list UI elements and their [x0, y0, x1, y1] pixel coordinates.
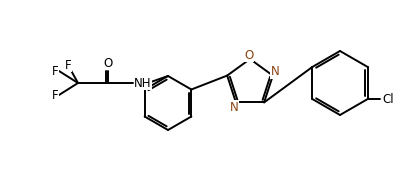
Text: F: F: [52, 88, 59, 101]
Text: O: O: [244, 49, 254, 62]
Text: F: F: [52, 65, 59, 78]
Text: F: F: [65, 58, 71, 71]
Text: O: O: [103, 57, 112, 70]
Text: Cl: Cl: [382, 92, 393, 105]
Text: NH: NH: [134, 77, 152, 90]
Text: N: N: [229, 101, 238, 114]
Text: N: N: [270, 65, 279, 78]
